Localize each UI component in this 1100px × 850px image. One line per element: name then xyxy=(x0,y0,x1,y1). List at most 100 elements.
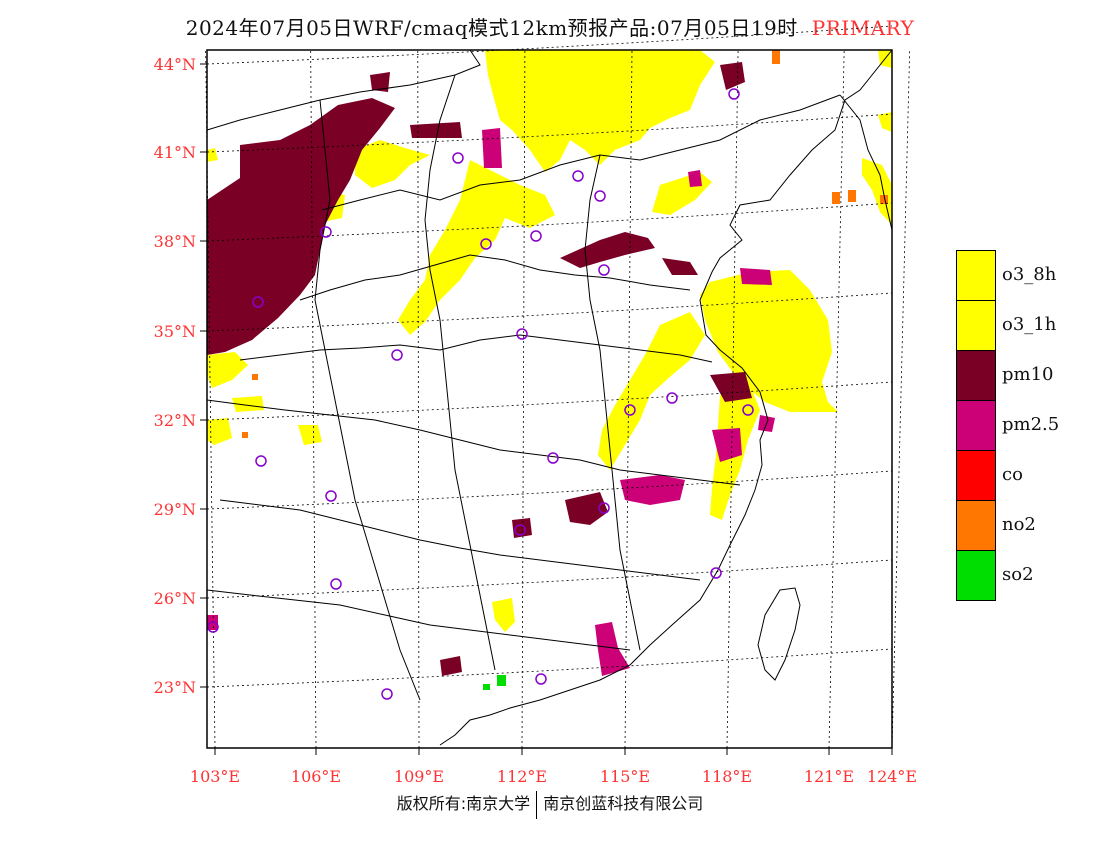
no2-speck-liaoning-1 xyxy=(832,192,840,204)
o3-plume-west-edge-3 xyxy=(207,418,232,445)
pm25-plume-hebei-north xyxy=(688,170,702,187)
legend-swatch-so2 xyxy=(956,550,996,601)
internal-boundary-north xyxy=(321,94,841,211)
o3-plume-shaanxi-small xyxy=(232,396,264,412)
legend-label-no2: no2 xyxy=(1002,514,1036,535)
internal-boundary-yangtze xyxy=(206,399,741,486)
internal-boundary-central xyxy=(239,334,713,363)
pollutant-legend: o3_8h o3_1h pm10 pm2.5 co no2 so2 xyxy=(956,250,1076,601)
legend-swatch-o3-8h xyxy=(956,250,996,301)
no2-speck-liaoning-3 xyxy=(880,195,888,204)
coastline-boundary xyxy=(439,49,893,746)
pm10-plume-guangxi xyxy=(440,656,462,676)
monitoring-stations-layer xyxy=(207,88,754,700)
legend-item-so2: so2 xyxy=(956,550,1076,601)
pm10-plume-shandong xyxy=(662,258,698,275)
pm10-plume-mongolia-1 xyxy=(370,72,390,92)
pm10-plume-jiangxi xyxy=(565,492,608,525)
station-marker xyxy=(207,621,219,633)
footer-separator xyxy=(536,790,538,819)
o3-plume-north xyxy=(485,50,715,172)
legend-label-so2: so2 xyxy=(1002,564,1034,585)
legend-item-co: co xyxy=(956,450,1076,501)
longitude-label: 103°E xyxy=(190,767,240,786)
legend-item-o3-8h: o3_8h xyxy=(956,250,1076,301)
legend-swatch-pm25 xyxy=(956,400,996,451)
station-marker xyxy=(598,264,610,276)
o3-plume-west-edge-1 xyxy=(207,148,218,162)
internal-boundary-south xyxy=(219,499,701,581)
legend-label-co: co xyxy=(1002,464,1023,485)
legend-item-pm25: pm2.5 xyxy=(956,400,1076,451)
o3-plume-henan-small xyxy=(298,425,322,445)
o3-plume-shanxi-band xyxy=(398,160,555,335)
pm10-plume-hunan xyxy=(512,518,532,538)
latitude-label: 44°N xyxy=(154,55,196,74)
legend-swatch-pm10 xyxy=(956,350,996,401)
latitude-label: 32°N xyxy=(154,411,196,430)
station-marker xyxy=(480,238,492,250)
longitude-label: 121°E xyxy=(804,767,854,786)
copyright-footer: 版权所有:南京大学 南京创蓝科技有限公司 xyxy=(0,790,1100,819)
longitude-label: 124°E xyxy=(867,767,917,786)
taiwan-island xyxy=(757,587,801,681)
station-marker xyxy=(252,296,264,308)
station-marker xyxy=(516,328,528,340)
station-marker xyxy=(572,170,584,182)
o3-plume-east-edge xyxy=(878,112,892,132)
pm10-plume-northeast xyxy=(720,62,745,90)
station-marker xyxy=(728,88,740,100)
station-marker xyxy=(514,524,526,536)
legend-swatch-no2 xyxy=(956,500,996,551)
latitude-label: 26°N xyxy=(154,589,196,608)
o3-plume-hebei xyxy=(652,172,712,215)
latitude-gridline xyxy=(206,470,893,510)
longitude-label: 118°E xyxy=(702,767,752,786)
station-marker xyxy=(535,673,547,685)
station-marker xyxy=(547,452,559,464)
legend-item-pm10: pm10 xyxy=(956,350,1076,401)
station-marker xyxy=(452,152,464,164)
longitude-label: 109°E xyxy=(394,767,444,786)
meridian-boundary-east xyxy=(584,154,641,651)
latitude-ticks: 44°N 41°N 38°N 35°N 32°N 29°N 26°N 23°N xyxy=(154,55,207,697)
legend-swatch-co xyxy=(956,450,996,501)
no2-speck-liaoning-2 xyxy=(848,190,856,202)
latitude-label: 29°N xyxy=(154,500,196,519)
latitude-label: 41°N xyxy=(154,143,196,162)
legend-label-pm10: pm10 xyxy=(1002,364,1054,385)
station-marker xyxy=(391,349,403,361)
pm10-plume-anhui xyxy=(710,372,752,402)
no2-speck-northeast xyxy=(772,50,780,64)
station-marker xyxy=(320,226,332,238)
station-marker xyxy=(742,404,754,416)
longitude-label: 106°E xyxy=(291,767,341,786)
o3-plume-yellow-sea xyxy=(700,270,838,412)
pollutant-plumes-layer xyxy=(207,50,892,690)
o3-plume-guangxi xyxy=(492,598,515,632)
station-marker xyxy=(255,455,267,467)
o3-plume-central-band xyxy=(598,312,705,470)
longitude-label: 112°E xyxy=(497,767,547,786)
latitude-label: 23°N xyxy=(154,678,196,697)
latitude-label: 35°N xyxy=(154,322,196,341)
copyright-right: 南京创蓝科技有限公司 xyxy=(543,794,704,813)
pm25-plume-mongolia-mid xyxy=(482,128,502,168)
legend-label-pm25: pm2.5 xyxy=(1002,414,1060,435)
latitude-label: 38°N xyxy=(154,232,196,251)
pm25-plume-fujian xyxy=(620,475,685,505)
map-frame xyxy=(206,49,893,749)
station-marker xyxy=(666,392,678,404)
legend-swatch-o3-1h xyxy=(956,300,996,351)
meridian-boundary-central xyxy=(424,74,496,671)
map-title: 2024年07月05日WRF/cmaq模式12km预报产品:07月05日19时 xyxy=(185,16,798,40)
longitude-gridline xyxy=(828,49,845,749)
legend-item-no2: no2 xyxy=(956,500,1076,551)
station-marker xyxy=(530,230,542,242)
so2-speck-guangdong-2 xyxy=(483,684,490,690)
pm10-plume-mongolia-2 xyxy=(410,122,462,138)
pm10-plume-hebei xyxy=(560,232,655,268)
no2-speck-sichuan xyxy=(242,432,248,438)
pm25-plume-zhejiang xyxy=(712,428,742,462)
